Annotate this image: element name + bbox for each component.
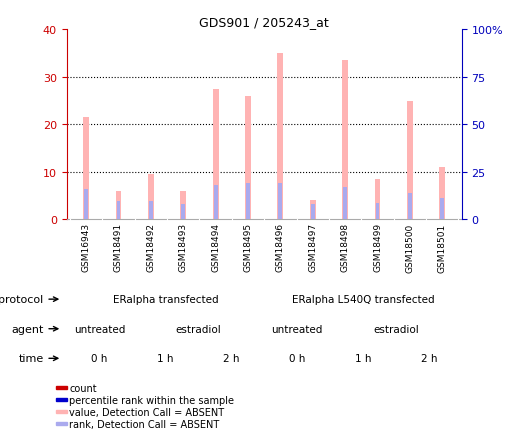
Text: 1 h: 1 h [157,354,174,363]
Bar [149,202,153,220]
Text: GSM18498: GSM18498 [341,223,350,272]
Bar [116,202,121,220]
Text: GSM18499: GSM18499 [373,223,382,272]
Bar [343,187,347,220]
Bar [342,61,348,220]
Text: value, Detection Call = ABSENT: value, Detection Call = ABSENT [69,407,224,417]
Text: GSM18497: GSM18497 [308,223,317,272]
Text: GSM18501: GSM18501 [438,223,447,272]
Text: time: time [18,354,44,363]
Text: rank, Detection Call = ABSENT: rank, Detection Call = ABSENT [69,419,220,429]
Text: GSM16943: GSM16943 [82,223,91,272]
Bar [56,386,67,389]
Bar [278,54,283,220]
Text: untreated: untreated [74,324,125,334]
Bar [213,89,219,220]
Text: GSM18494: GSM18494 [211,223,220,272]
Text: 1 h: 1 h [354,354,371,363]
Text: 0 h: 0 h [91,354,108,363]
Text: GSM18492: GSM18492 [146,223,155,272]
Bar [148,174,154,220]
Text: ERalpha L540Q transfected: ERalpha L540Q transfected [291,295,435,304]
Bar [311,204,314,220]
Bar [310,201,315,220]
Bar [279,184,282,220]
Bar [374,179,381,220]
Text: protocol: protocol [0,295,44,304]
Text: 2 h: 2 h [223,354,240,363]
Bar [83,118,89,220]
Bar [408,193,412,220]
Text: GSM18500: GSM18500 [405,223,415,272]
Bar [56,398,67,401]
Bar [439,168,445,220]
Text: ERalpha transfected: ERalpha transfected [113,295,218,304]
Bar [56,410,67,413]
Bar [245,97,251,220]
Title: GDS901 / 205243_at: GDS901 / 205243_at [200,16,329,29]
Text: count: count [69,383,97,393]
Text: estradiol: estradiol [373,324,419,334]
Text: untreated: untreated [271,324,323,334]
Bar [246,184,250,220]
Bar [440,199,444,220]
Bar [181,191,186,220]
Bar [84,189,88,220]
Bar [214,186,218,220]
Text: GSM18496: GSM18496 [276,223,285,272]
Text: GSM18491: GSM18491 [114,223,123,272]
Text: GSM18495: GSM18495 [244,223,252,272]
Bar [181,204,185,220]
Text: 0 h: 0 h [289,354,305,363]
Text: agent: agent [11,324,44,334]
Bar [56,422,67,425]
Text: percentile rank within the sample: percentile rank within the sample [69,395,234,405]
Text: 2 h: 2 h [421,354,437,363]
Text: GSM18493: GSM18493 [179,223,188,272]
Bar [115,191,122,220]
Text: estradiol: estradiol [175,324,221,334]
Bar [376,204,380,220]
Bar [407,102,413,220]
